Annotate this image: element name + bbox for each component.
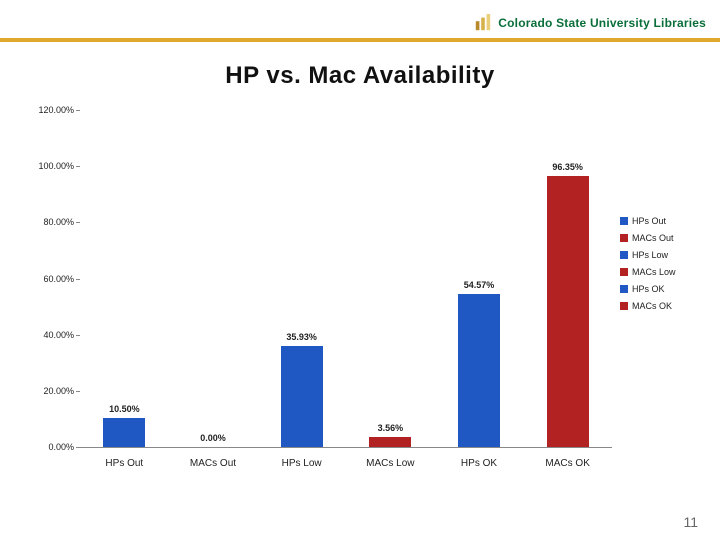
y-tick-label: 60.00% (18, 274, 74, 284)
legend-swatch (620, 302, 628, 310)
x-category-label: HPs Out (80, 458, 169, 469)
plot-area: 0.00%20.00%40.00%60.00%80.00%100.00%120.… (80, 110, 612, 448)
bar-value-label: 10.50% (80, 404, 169, 414)
y-tick-label: 40.00% (18, 330, 74, 340)
page-number: 11 (683, 514, 698, 530)
y-tick-label: 100.00% (18, 161, 74, 171)
bar (458, 294, 500, 447)
legend-item: MACs OK (620, 301, 702, 311)
legend: HPs Out MACs Out HPs Low MACs Low HPs OK MACs… (620, 216, 702, 318)
bar-value-label: 96.35% (523, 162, 612, 172)
y-tick-label: 0.00% (18, 442, 74, 452)
bar-group: 54.57%HPs OK (435, 110, 524, 447)
bar (103, 418, 145, 447)
legend-item: HPs Low (620, 250, 702, 260)
header: Colorado State University Libraries (0, 0, 720, 44)
legend-swatch (620, 285, 628, 293)
bar-group: 35.93%HPs Low (257, 110, 346, 447)
legend-label: MACs OK (632, 301, 672, 311)
bar (547, 176, 589, 447)
legend-swatch (620, 268, 628, 276)
header-divider (0, 38, 720, 42)
brand-text: Colorado State University Libraries (498, 16, 706, 30)
brand: Colorado State University Libraries (474, 14, 706, 32)
chart-title: HP vs. Mac Availability (0, 62, 720, 90)
y-tick-label: 120.00% (18, 105, 74, 115)
x-category-label: MACs Out (169, 458, 258, 469)
y-tick-mark (76, 447, 80, 448)
brand-logo-icon (474, 14, 492, 32)
bar-group: 3.56%MACs Low (346, 110, 435, 447)
chart: 0.00% 20.00% 40.00% 60.00% 80.00% 100.00% 120.… (18, 104, 702, 484)
x-category-label: MACs Low (346, 458, 435, 469)
x-category-label: HPs Low (257, 458, 346, 469)
bar-group: 10.50%HPs Out (80, 110, 169, 447)
bar (369, 437, 411, 447)
legend-label: MACs Low (632, 267, 676, 277)
x-category-label: MACs OK (523, 458, 612, 469)
y-tick-label: 20.00% (18, 386, 74, 396)
bar-value-label: 54.57% (435, 280, 524, 290)
legend-item: HPs OK (620, 284, 702, 294)
bar-group: 0.00%MACs Out (169, 110, 258, 447)
legend-label: HPs OK (632, 284, 665, 294)
legend-label: MACs Out (632, 233, 674, 243)
legend-item: MACs Low (620, 267, 702, 277)
legend-label: HPs Low (632, 250, 668, 260)
y-tick-label: 80.00% (18, 217, 74, 227)
legend-item: HPs Out (620, 216, 702, 226)
bar (281, 346, 323, 447)
legend-swatch (620, 217, 628, 225)
legend-swatch (620, 251, 628, 259)
bar-value-label: 35.93% (257, 332, 346, 342)
x-category-label: HPs OK (435, 458, 524, 469)
bar-value-label: 0.00% (169, 433, 258, 443)
legend-item: MACs Out (620, 233, 702, 243)
legend-label: HPs Out (632, 216, 666, 226)
bar-value-label: 3.56% (346, 423, 435, 433)
bar-group: 96.35%MACs OK (523, 110, 612, 447)
legend-swatch (620, 234, 628, 242)
slide: { "brand": { "text": "Colorado State Uni… (0, 0, 720, 540)
